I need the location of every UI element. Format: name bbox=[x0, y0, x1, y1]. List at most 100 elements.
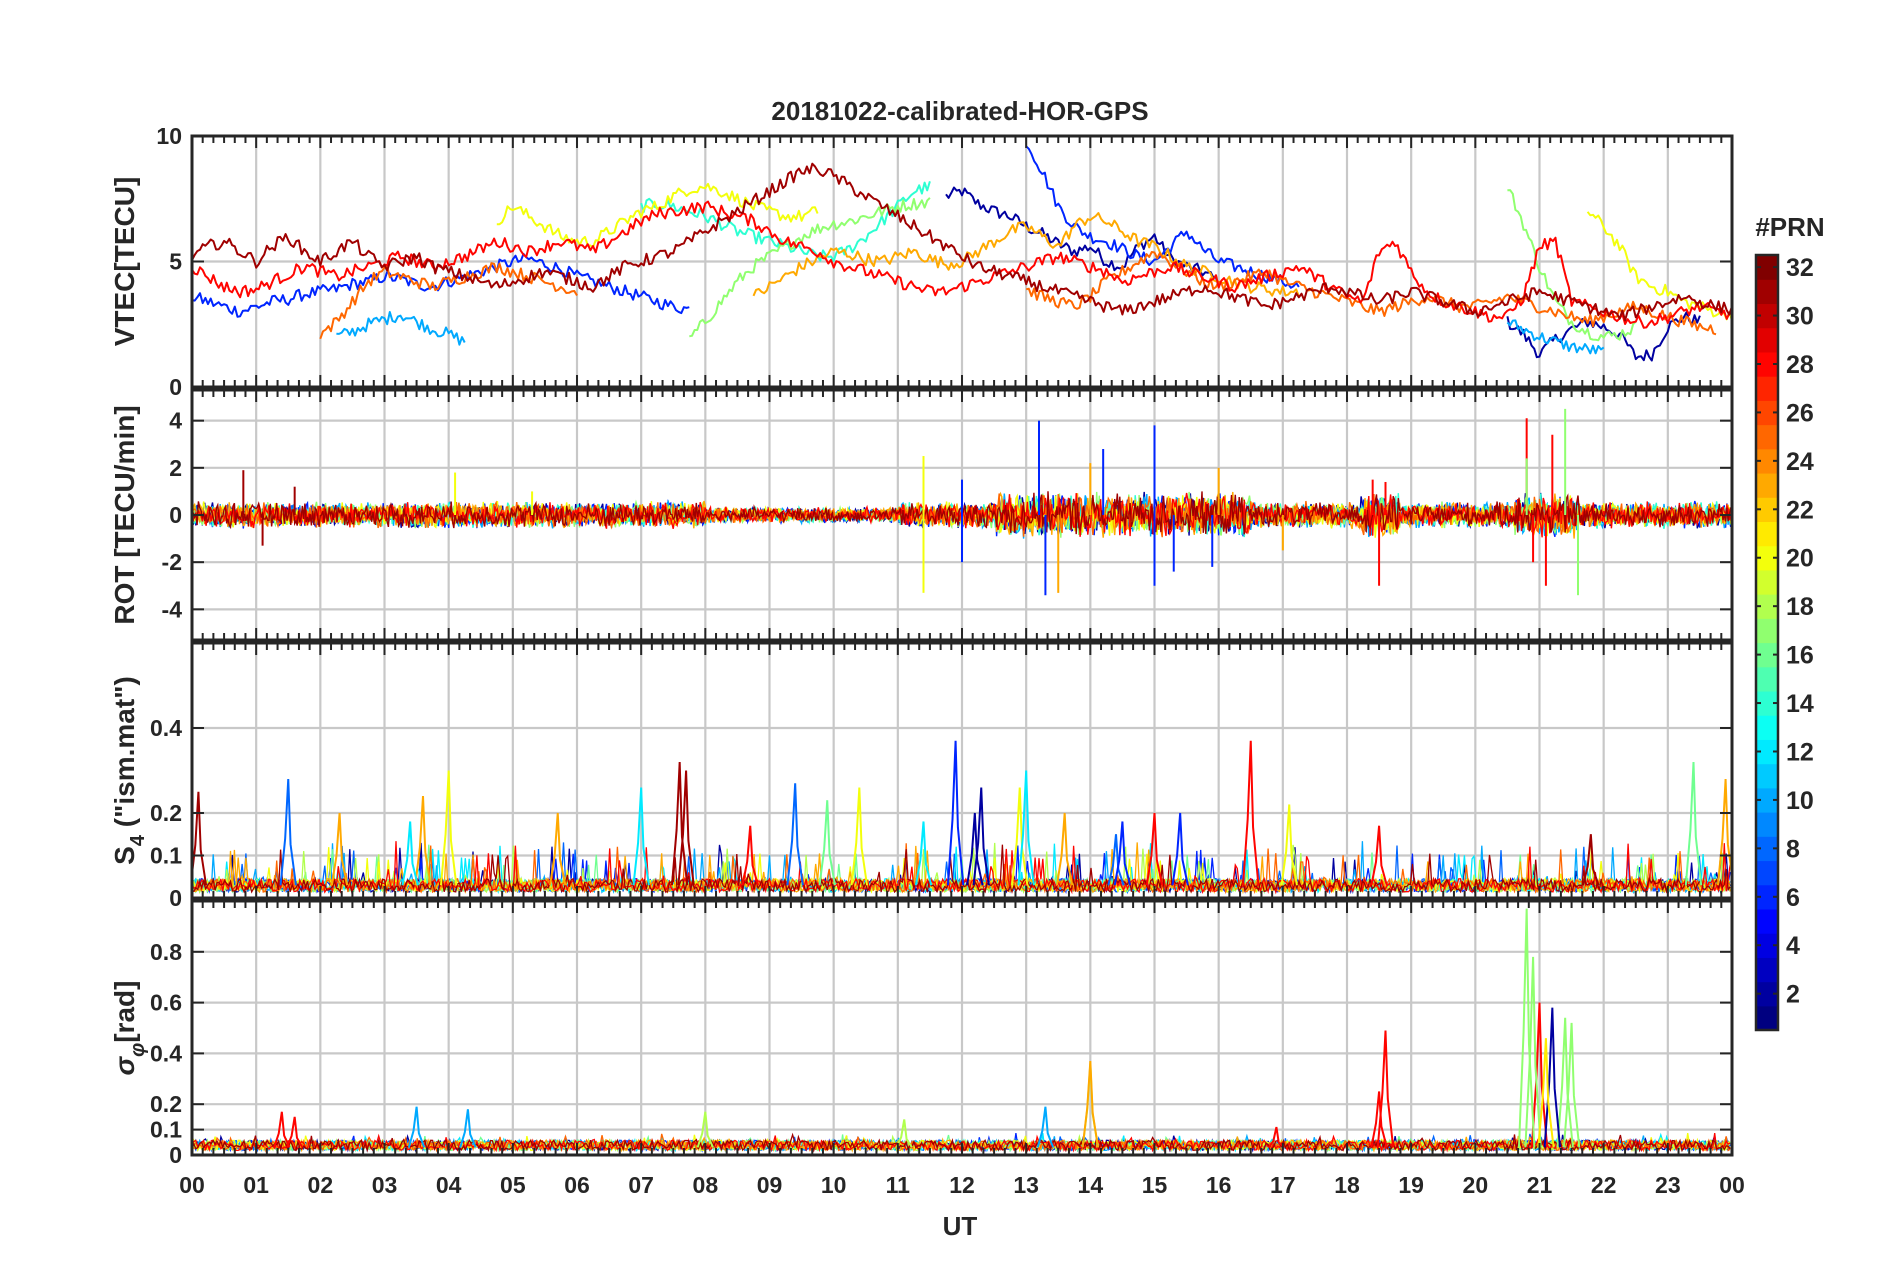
index-peak-prn-28 bbox=[741, 825, 759, 886]
y-axis-label: σφ[rad] bbox=[109, 981, 149, 1076]
index-peak-prn-8 bbox=[786, 783, 804, 886]
index-peak-prn-12 bbox=[632, 787, 650, 886]
series-line-prn-25 bbox=[1025, 251, 1717, 336]
panel-vtec: 0 5 10 VTEC[TECU] bbox=[109, 123, 1734, 400]
series-line-prn-25 bbox=[319, 262, 578, 340]
y-tick-label: -4 bbox=[162, 596, 183, 622]
x-tick-label: 14 bbox=[1078, 1172, 1104, 1198]
index-peak-prn-23 bbox=[1716, 778, 1732, 886]
index-peak-prn-31 bbox=[670, 761, 689, 886]
index-peak-prn-12 bbox=[914, 821, 933, 886]
x-tick-label: 15 bbox=[1142, 1172, 1168, 1198]
colorbar-segment bbox=[1756, 521, 1778, 547]
x-tick-label: 11 bbox=[886, 1172, 911, 1198]
data-layer bbox=[192, 408, 1732, 596]
series-line-prn-10 bbox=[336, 311, 466, 346]
index-peak-prn-6 bbox=[1113, 821, 1132, 886]
index-peak-prn-18 bbox=[696, 1111, 714, 1148]
colorbar-segment bbox=[1756, 908, 1778, 934]
colorbar-segment bbox=[1756, 1005, 1778, 1031]
x-tick-label: 21 bbox=[1527, 1172, 1553, 1198]
index-peak-prn-20 bbox=[439, 770, 458, 886]
colorbar-tick-label: 16 bbox=[1786, 642, 1814, 670]
series-line-prn-10 bbox=[1506, 319, 1605, 355]
colorbar-tick-label: 28 bbox=[1786, 351, 1814, 379]
y-axis-label: ROT [TECU/min] bbox=[109, 405, 140, 624]
index-peak-prn-17 bbox=[1524, 956, 1542, 1148]
x-axis-label: UT bbox=[943, 1211, 978, 1241]
index-peak-prn-28 bbox=[1267, 1126, 1285, 1149]
index-peak-prn-17 bbox=[1517, 908, 1536, 1148]
index-peak-prn-31 bbox=[1582, 834, 1600, 886]
colorbar-segment bbox=[1756, 545, 1778, 571]
x-tick-label: 07 bbox=[628, 1172, 654, 1198]
index-peak-prn-16 bbox=[818, 800, 836, 886]
colorbar-tick-label: 20 bbox=[1786, 545, 1814, 573]
index-peak-prn-17 bbox=[1562, 1022, 1581, 1148]
y-tick-label: 0 bbox=[169, 1142, 182, 1168]
index-peak-prn-20 bbox=[1280, 804, 1298, 886]
index-peak-prn-28 bbox=[286, 1116, 304, 1148]
y-axis-label-main: σ bbox=[109, 1055, 140, 1075]
index-peak-prn-28 bbox=[1242, 740, 1260, 886]
series-line-prn-28 bbox=[192, 200, 1732, 329]
x-tick-label: 01 bbox=[243, 1172, 269, 1198]
y-axis-label-sub: 4 bbox=[127, 834, 149, 846]
colorbar-segment bbox=[1756, 957, 1778, 983]
series-line-prn-31 bbox=[192, 162, 1732, 322]
colorbar-tick-label: 12 bbox=[1786, 738, 1814, 766]
colorbar-segment bbox=[1756, 303, 1778, 329]
series-line-prn-17 bbox=[1507, 189, 1637, 342]
x-tick-label: 22 bbox=[1591, 1172, 1617, 1198]
colorbar-segment bbox=[1756, 448, 1778, 474]
x-tick-label: 00 bbox=[179, 1172, 205, 1198]
index-peak-prn-8 bbox=[1107, 834, 1125, 886]
series-line-prn-17 bbox=[689, 197, 931, 338]
y-tick-label: 4 bbox=[169, 408, 182, 434]
y-axis-label-sub: φ bbox=[127, 1043, 149, 1057]
x-tick-label: 08 bbox=[693, 1172, 719, 1198]
x-tick-label: 05 bbox=[500, 1172, 526, 1198]
colorbar-segment bbox=[1756, 351, 1778, 377]
x-tick-label: 16 bbox=[1206, 1172, 1232, 1198]
index-peak-prn-12 bbox=[401, 821, 419, 886]
x-tick-label: 04 bbox=[436, 1172, 462, 1198]
y-tick-label: 0.1 bbox=[150, 843, 182, 869]
y-tick-label: 0.4 bbox=[150, 715, 182, 741]
data-layer bbox=[192, 145, 1732, 362]
index-peak-prn-23 bbox=[414, 795, 432, 886]
index-peak-prn-10 bbox=[407, 1106, 426, 1148]
x-tick-label: 18 bbox=[1334, 1172, 1360, 1198]
colorbar-tick-label: 30 bbox=[1786, 303, 1814, 331]
index-peak-prn-28 bbox=[1530, 1002, 1549, 1148]
y-tick-label: 2 bbox=[169, 455, 182, 481]
colorbar-segment bbox=[1756, 787, 1778, 813]
panel-sigma-phi: 00.10.20.40.60.8σφ[rad] bbox=[109, 899, 1734, 1168]
x-tick-label: 06 bbox=[564, 1172, 590, 1198]
y-tick-label: 0.2 bbox=[150, 800, 182, 826]
index-peak-prn-28 bbox=[273, 1111, 291, 1148]
y-tick-label: 0.8 bbox=[150, 939, 182, 965]
y-axis-label-rest: [rad] bbox=[109, 981, 140, 1043]
index-peak-prn-6 bbox=[1171, 812, 1189, 886]
colorbar-segment bbox=[1756, 933, 1778, 958]
colorbar-segment bbox=[1756, 642, 1778, 668]
colorbar-tick-label: 18 bbox=[1786, 593, 1814, 621]
x-tick-label: 02 bbox=[308, 1172, 334, 1198]
x-tick-label: 09 bbox=[757, 1172, 783, 1198]
index-peak-prn-28 bbox=[1370, 1091, 1388, 1148]
index-peak-prn-31 bbox=[192, 791, 208, 886]
y-axis-label: VTEC[TECU] bbox=[109, 177, 140, 347]
y-tick-label: 0.6 bbox=[150, 990, 182, 1016]
colorbar-tick-label: 32 bbox=[1786, 254, 1814, 282]
series-line-prn-20 bbox=[496, 182, 819, 249]
colorbar-segment bbox=[1756, 715, 1778, 740]
colorbar-tick-label: 14 bbox=[1786, 690, 1814, 718]
index-peak-prn-23 bbox=[1081, 1060, 1100, 1148]
colorbar-tick-label: 6 bbox=[1786, 884, 1800, 912]
y-tick-label: 0.4 bbox=[150, 1040, 182, 1066]
colorbar-segment bbox=[1756, 279, 1778, 305]
colorbar-segment bbox=[1756, 812, 1778, 837]
x-tick-label: 13 bbox=[1013, 1172, 1039, 1198]
